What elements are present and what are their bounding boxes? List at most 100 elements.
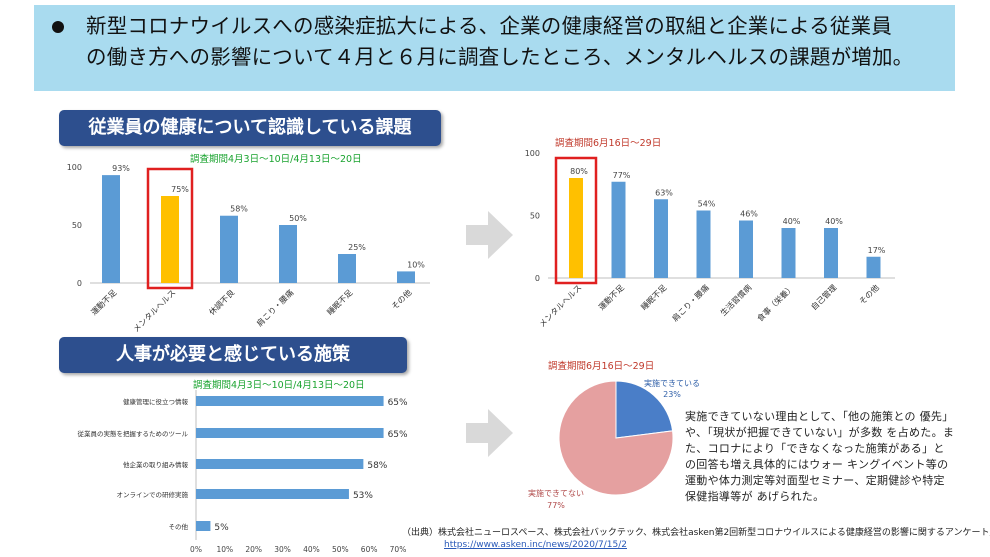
- bar: [196, 521, 211, 531]
- chart-4-period: 調査期間6月16日～29日: [548, 361, 655, 372]
- bar: [196, 489, 349, 499]
- data-label: 25%: [348, 243, 366, 252]
- category-label: メンタルヘルス: [537, 283, 583, 329]
- arrow-right-icon: [466, 211, 513, 259]
- june-issues-chart: 0 50 100 80% メンタルヘルス 77% 運動不足 63% 睡眠不足 54% 肩こり・腰痛 4…: [525, 149, 895, 329]
- chart-3-period: 調査期間4月3日～10日/4月13日～20日: [193, 380, 365, 391]
- summary-line-1: 新型コロナウイルスへの感染症拡大による、企業の健康経営の取組と企業による従業員: [86, 14, 893, 38]
- data-label: 77%: [613, 171, 631, 180]
- summary-line-2: の働き方への影響について４月と６月に調査したところ、メンタルヘルスの課題が増加。: [86, 45, 914, 69]
- x-tick-label: 10%: [217, 545, 234, 554]
- pie-slice: [558, 380, 674, 496]
- category-label: 従業員の実態を把握するためのツール: [78, 429, 189, 438]
- data-label: 17%: [868, 246, 886, 255]
- bar: [397, 271, 415, 283]
- data-label: 40%: [825, 217, 843, 226]
- data-label: 58%: [367, 461, 387, 471]
- arrow-right-icon: [466, 409, 513, 457]
- data-label: 53%: [353, 491, 373, 501]
- bar: [196, 428, 384, 438]
- y-tick-label: 100: [67, 163, 82, 172]
- data-label: 5%: [214, 523, 229, 533]
- category-label: 睡眠不足: [639, 283, 668, 312]
- x-tick-label: 0%: [190, 545, 202, 554]
- data-label: 93%: [112, 164, 130, 173]
- bar: [338, 254, 356, 283]
- bar: [569, 178, 583, 278]
- source-link[interactable]: https://www.asken.inc/news/2020/7/15/2: [444, 540, 627, 550]
- section-title-health-issues: 従業員の健康について認識している課題: [59, 110, 441, 146]
- y-tick-label: 50: [530, 212, 540, 221]
- chart-2-period: 調査期間6月16日～29日: [555, 138, 662, 149]
- category-label: その他: [389, 287, 413, 311]
- category-label: オンラインでの研修実施: [117, 490, 189, 499]
- bar: [739, 220, 753, 278]
- data-label: 54%: [698, 200, 716, 209]
- data-label: 40%: [783, 217, 801, 226]
- implementation-pie-chart: 実施できている 23% 実施できてない 77%: [528, 378, 700, 510]
- data-label: 63%: [655, 188, 673, 197]
- category-label: 他企業の取り組み情報: [123, 460, 189, 469]
- bar: [654, 199, 668, 278]
- category-label: その他: [857, 282, 881, 306]
- data-label: 75%: [171, 185, 189, 194]
- x-tick-label: 50%: [332, 545, 349, 554]
- category-label: 生活習慣病: [718, 282, 753, 317]
- highlight-box: [554, 156, 598, 285]
- x-tick-label: 30%: [274, 545, 291, 554]
- source-citation: （出典）株式会社ニューロスペース、株式会社バックテック、株式会社asken第2回…: [402, 528, 990, 538]
- slice-name-label: 実施できてない: [528, 488, 584, 498]
- bar: [102, 175, 120, 283]
- y-tick-label: 100: [525, 149, 540, 158]
- april-issues-chart: 0 50 100 93% 運動不足 75% メンタルヘルス 58% 休調不良 50% 肩こり・腰痛 2…: [67, 163, 430, 334]
- data-label: 50%: [289, 214, 307, 223]
- data-label: 10%: [407, 260, 425, 269]
- category-label: 健康管理に役立つ情報: [123, 397, 189, 406]
- bar: [781, 228, 796, 278]
- x-tick-label: 20%: [245, 545, 262, 554]
- bar: [196, 459, 364, 469]
- chart-1-period: 調査期間4月3日～10日/4月13日～20日: [190, 154, 362, 165]
- bar: [611, 181, 626, 278]
- category-label: その他: [169, 522, 189, 531]
- category-label: 肩こり・腰痛: [254, 287, 295, 328]
- y-tick-label: 0: [535, 274, 540, 283]
- slice-value-label: 77%: [547, 501, 565, 510]
- section-title-hr-measures: 人事が必要と感じている施策: [59, 337, 407, 373]
- highlight-box: [146, 167, 194, 290]
- slice-value-label: 23%: [663, 390, 681, 399]
- category-label: 運動不足: [89, 288, 118, 317]
- bar: [220, 215, 238, 283]
- category-label: 睡眠不足: [325, 288, 354, 317]
- category-label: メンタルヘルス: [131, 288, 177, 334]
- bullet-icon: [52, 21, 64, 33]
- data-label: 65%: [388, 398, 408, 408]
- bar: [279, 225, 297, 283]
- category-label: 肩こり・腰痛: [670, 282, 711, 323]
- bar: [196, 396, 384, 406]
- bar: [866, 256, 881, 278]
- category-label: 自己管理: [809, 282, 839, 312]
- category-label: 運動不足: [597, 283, 626, 312]
- y-tick-label: 50: [72, 221, 82, 230]
- summary-banner: 新型コロナウイルスへの感染症拡大による、企業の健康経営の取組と企業による従業員 …: [34, 5, 955, 91]
- data-label: 46%: [740, 210, 758, 219]
- data-label: 65%: [388, 430, 408, 440]
- bar: [696, 210, 711, 278]
- pie-explanation-text: 実施できていない理由として、「他の施策との 優先」や、「現状が把握できていない」…: [685, 410, 955, 503]
- slice-name-label: 実施できている: [644, 378, 700, 388]
- category-label: 休調不良: [207, 287, 237, 317]
- x-tick-label: 40%: [303, 545, 320, 554]
- hr-measures-chart: 0% 10% 20% 30% 40% 50% 60% 70% 65% 健康管理に役立つ情報 65% 従…: [78, 390, 408, 554]
- bar: [161, 196, 179, 283]
- x-tick-label: 60%: [361, 545, 378, 554]
- summary-text: 新型コロナウイルスへの感染症拡大による、企業の健康経営の取組と企業による従業員 …: [86, 11, 946, 73]
- data-label: 58%: [230, 205, 248, 214]
- y-tick-label: 0: [77, 279, 82, 288]
- category-label: 食事（栄養）: [755, 282, 796, 323]
- bar: [824, 228, 838, 278]
- x-tick-label: 70%: [390, 545, 407, 554]
- pie-slice: [615, 380, 674, 439]
- data-label: 80%: [570, 167, 588, 176]
